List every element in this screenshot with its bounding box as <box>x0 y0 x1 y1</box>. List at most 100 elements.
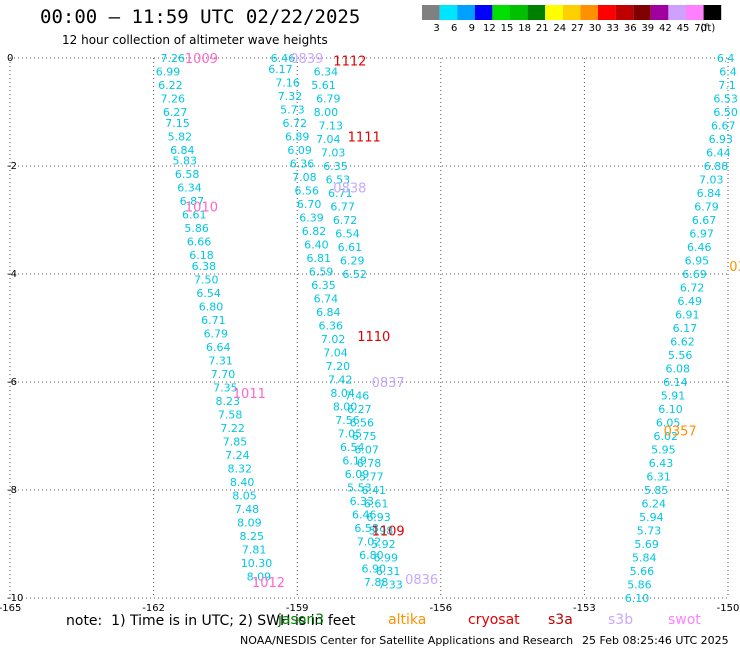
wave-height-point: 6.50 <box>713 106 738 119</box>
wave-height-point: 7.13 <box>318 120 343 133</box>
scale-swatch <box>668 5 686 20</box>
wave-height-point: 6.09 <box>287 144 312 157</box>
pass-time-label: 1009 <box>185 52 218 67</box>
wave-height-point: 6.34 <box>177 182 202 195</box>
wave-height-point: 6.54 <box>196 287 221 300</box>
y-tick-label: -8 <box>7 485 17 496</box>
wave-height-point: 6.31 <box>646 471 671 484</box>
wave-height-point: 7.05 <box>338 427 363 440</box>
wave-height-point: 6.74 <box>314 292 339 305</box>
wave-height-point: 6.77 <box>330 201 355 214</box>
x-tick-label: -165 <box>0 603 21 614</box>
wave-height-point: 5.82 <box>168 130 193 143</box>
wave-height-point: 6.49 <box>677 295 702 308</box>
y-tick-label: -2 <box>7 161 17 172</box>
pass-time-label: 1011 <box>233 387 266 402</box>
wave-height-point: 7.42 <box>328 373 353 386</box>
scale-tick-label: 30 <box>589 23 602 34</box>
wave-height-point: 6.33 <box>350 495 375 508</box>
pass-time-label: 1110 <box>357 330 390 345</box>
wave-height-point: 8.25 <box>239 530 264 543</box>
wave-height-point: 5.91 <box>661 390 686 403</box>
wave-height-point: 5.66 <box>630 565 655 578</box>
wave-height-point: 6.79 <box>204 327 229 340</box>
wave-height-point: 6.71 <box>201 314 226 327</box>
wave-height-point: 6.10 <box>625 592 650 605</box>
wave-height-point: 5.61 <box>311 79 336 92</box>
wave-height-point: 6.58 <box>175 168 200 181</box>
wave-height-point: 7.24 <box>225 449 250 462</box>
wave-height-point: 7.02 <box>321 333 346 346</box>
wave-height-point: 7.85 <box>223 435 248 448</box>
wave-height-point: 6.34 <box>314 66 339 79</box>
wave-height-point: 5.69 <box>634 538 659 551</box>
wave-height-point: 6.31 <box>376 565 401 578</box>
chart-title: 00:00 – 11:59 UTC 02/22/2025 <box>40 6 361 28</box>
x-tick-label: -159 <box>286 603 309 614</box>
wave-height-point: 6.99 <box>374 552 399 565</box>
wave-height-point: 6.93 <box>366 511 391 524</box>
wave-height-point: 7.1 <box>718 79 736 92</box>
satellite-label-s3a: s3a <box>548 612 573 628</box>
scale-tick-label: 21 <box>536 23 549 34</box>
wave-height-point: 6.79 <box>316 93 341 106</box>
wave-height-point: 7.81 <box>242 543 267 556</box>
wave-height-point: 6.38 <box>192 260 217 273</box>
wave-height-point: 7.88 <box>364 576 389 589</box>
wave-height-point: 6.64 <box>206 341 231 354</box>
wave-height-point: 6.41 <box>362 484 387 497</box>
footer-note: note: 1) Time is in UTC; 2) SWH is in fe… <box>66 613 356 629</box>
scale-tick-label: 12 <box>483 23 496 34</box>
wave-height-point: 6.56 <box>295 184 320 197</box>
wave-height-point: 6.70 <box>297 198 322 211</box>
wave-height-point: 6.84 <box>316 306 341 319</box>
chart-subtitle: 12 hour collection of altimeter wave hei… <box>62 33 328 47</box>
wave-height-point: 8.04 <box>330 387 355 400</box>
wave-height-point: 6.29 <box>340 255 365 268</box>
wave-height-point: 6.78 <box>357 457 382 470</box>
wave-height-point: 6.87 <box>180 195 205 208</box>
pass-time-label: 1012 <box>252 576 285 591</box>
wave-height-point: 6.24 <box>642 498 667 511</box>
wave-height-point: 7.48 <box>235 503 260 516</box>
wave-height-point: 6.54 <box>335 228 360 241</box>
wave-height-point: 6.09 <box>345 468 370 481</box>
scale-tick-label: 6 <box>451 23 457 34</box>
wave-height-point: 6.84 <box>170 144 195 157</box>
wave-height-point: 6.22 <box>158 79 183 92</box>
wave-height-point: 6.72 <box>680 282 705 295</box>
wave-height-point: 6.61 <box>182 209 207 222</box>
wave-height-point: 6.40 <box>304 238 329 251</box>
wave-height-point: 7.32 <box>278 90 303 103</box>
scale-swatch <box>598 5 616 20</box>
wave-height-point: 5.94 <box>639 511 664 524</box>
wave-height-point: 5.84 <box>632 552 657 565</box>
pass-time-label: 1109 <box>372 525 405 540</box>
scale-swatch <box>527 5 546 20</box>
pass-time-label: 0836 <box>405 573 438 588</box>
scale-swatch <box>650 5 669 20</box>
wave-height-point: 5.86 <box>627 579 652 592</box>
wave-height-point: 7.04 <box>323 346 348 359</box>
wave-height-point: 6.07 <box>354 444 379 457</box>
pass-time-label: 0357 <box>664 425 697 440</box>
wave-height-point: 7.31 <box>208 354 233 367</box>
scale-tick-label: 45 <box>677 23 690 34</box>
y-tick-label: -10 <box>7 593 23 604</box>
pass-time-label: 0837 <box>372 376 405 391</box>
scale-tick-label: 42 <box>659 23 672 34</box>
scale-swatch <box>633 5 651 20</box>
wave-height-point: 6.90 <box>362 562 387 575</box>
wave-height-point: 6.27 <box>163 106 188 119</box>
wave-height-point: 7.16 <box>275 76 300 89</box>
wave-height-point: 6.88 <box>704 160 729 173</box>
y-tick-label: -6 <box>7 377 17 388</box>
wave-height-point: 7.02 <box>357 535 382 548</box>
wave-height-point: 5.73 <box>280 103 305 116</box>
wave-height-point: 6.46 <box>271 52 296 65</box>
wave-height-point: 10.30 <box>241 557 273 570</box>
wave-height-point: 6.27 <box>347 403 372 416</box>
wave-height-point: 6.66 <box>187 236 212 249</box>
wave-height-point: 6.17 <box>268 63 293 76</box>
